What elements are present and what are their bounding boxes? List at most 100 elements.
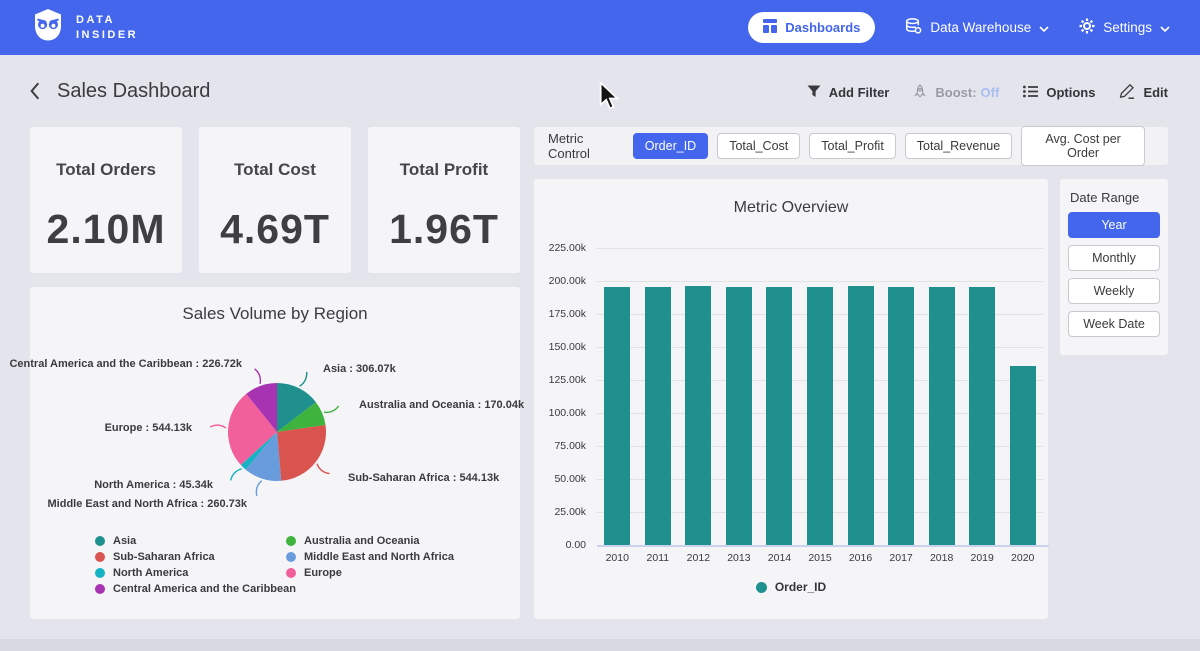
options-button[interactable]: Options	[1023, 85, 1095, 101]
legend-label: Asia	[113, 535, 137, 547]
y-axis-tick: 175.00k	[548, 308, 586, 320]
data-warehouse-label: Data Warehouse	[930, 20, 1032, 35]
legend-dot	[95, 536, 105, 546]
x-axis-tick: 2012	[686, 552, 711, 564]
bar-2016[interactable]	[847, 285, 874, 545]
pie-legend-column-2: Australia and Oceania Middle East and Nor…	[286, 533, 454, 581]
y-axis-tick: 75.00k	[554, 440, 586, 452]
bar-2014[interactable]	[766, 286, 793, 545]
back-button[interactable]	[26, 81, 46, 101]
pie-chart[interactable]	[30, 287, 520, 619]
bar-chart-card: Metric Overview Order_ID 225.00k 200.00k 1…	[534, 179, 1049, 619]
kpi-card-total-profit: Total Profit 1.96T	[368, 127, 520, 273]
bar-2017[interactable]	[888, 286, 915, 545]
date-range-monthly-button[interactable]: Monthly	[1068, 245, 1160, 271]
brand-line2: INSIDER	[76, 28, 139, 41]
boost-state: Off	[980, 85, 1000, 100]
y-axis-tick: 200.00k	[548, 275, 586, 287]
date-range-weekly-button[interactable]: Weekly	[1068, 278, 1160, 304]
y-axis-tick: 225.00k	[548, 242, 586, 254]
owl-logo-icon	[30, 8, 66, 47]
bar-2011[interactable]	[644, 286, 671, 545]
settings-label: Settings	[1103, 20, 1152, 35]
date-range-week-date-button[interactable]: Week Date	[1068, 311, 1160, 337]
kpi-label: Total Cost	[234, 160, 316, 179]
bar-2018[interactable]	[928, 286, 955, 545]
pie-label-asia: Asia : 306.07k	[323, 363, 396, 375]
kpi-value: 1.96T	[389, 206, 499, 252]
bar-2020[interactable]	[1009, 365, 1036, 545]
bar-2013[interactable]	[725, 286, 752, 545]
pie-label-north-america: North America : 45.34k	[94, 479, 213, 491]
pie-legend-item[interactable]: Asia	[95, 533, 296, 549]
settings-menu[interactable]: Settings	[1079, 18, 1170, 37]
pie-legend-item[interactable]: Sub-Saharan Africa	[95, 549, 296, 565]
bar-chart-title: Metric Overview	[733, 199, 849, 216]
y-axis-tick: 125.00k	[548, 374, 586, 386]
legend-label: North America	[113, 567, 189, 579]
pie-label-central-america-caribbean: Central America and the Caribbean : 226.…	[9, 358, 242, 370]
legend-dot	[286, 552, 296, 562]
boost-label: Boost:	[935, 85, 977, 100]
brand-logo[interactable]: DATA INSIDER	[30, 8, 138, 47]
funnel-icon	[807, 85, 821, 101]
add-filter-button[interactable]: Add Filter	[807, 85, 890, 101]
options-label: Options	[1046, 85, 1096, 100]
boost-toggle[interactable]: Boost: Off	[913, 83, 1000, 102]
edit-button[interactable]: Edit	[1119, 83, 1168, 102]
mouse-cursor	[598, 80, 622, 115]
bar-2010[interactable]	[604, 286, 631, 545]
dashboards-button[interactable]: Dashboards	[748, 12, 876, 43]
kpi-label: Total Profit	[399, 160, 489, 179]
legend-label: Europe	[304, 567, 342, 579]
metric-chip-total-revenue[interactable]: Total_Revenue	[904, 133, 1013, 159]
legend-label: Australia and Oceania	[304, 535, 420, 547]
x-axis-line	[597, 545, 1049, 547]
metric-chip-total-profit[interactable]: Total_Profit	[809, 133, 896, 159]
y-axis-tick: 150.00k	[548, 341, 586, 353]
x-axis-tick: 2018	[929, 552, 954, 564]
data-warehouse-menu[interactable]: Data Warehouse	[905, 17, 1049, 38]
pie-chart-card: Sales Volume by Region Asia : 306.07k Au…	[9, 287, 524, 619]
metric-chip-total-cost[interactable]: Total_Cost	[717, 133, 801, 159]
date-range-label: Date Range	[1070, 190, 1140, 205]
kpi-card-total-cost: Total Cost 4.69T	[199, 127, 351, 273]
rocket-icon	[913, 83, 927, 102]
date-range-card: Date Range Year Monthly Weekly Week Date	[1060, 179, 1168, 355]
legend-label: Middle East and North Africa	[304, 551, 454, 563]
bar-2015[interactable]	[807, 286, 833, 545]
y-axis-tick: 0.00	[565, 539, 586, 551]
pie-legend-item[interactable]: Europe	[286, 565, 454, 581]
metric-chip-order-id[interactable]: Order_ID	[632, 133, 709, 159]
metric-chip-avg-cost-per-order[interactable]: Avg. Cost per Order	[1021, 126, 1145, 166]
kpi-label: Total Orders	[56, 160, 156, 179]
gear-icon	[1079, 18, 1095, 37]
legend-dot	[286, 568, 296, 578]
legend-series-label: Order_ID	[774, 580, 827, 594]
x-axis-tick: 2014	[767, 552, 792, 564]
pie-legend-item[interactable]: Middle East and North Africa	[286, 549, 454, 565]
y-axis-tick: 50.00k	[554, 473, 586, 485]
pie-legend-item[interactable]: Australia and Oceania	[286, 533, 454, 549]
brand-line1: DATA	[76, 13, 115, 26]
bar-2019[interactable]	[969, 286, 996, 545]
date-range-year-button[interactable]: Year	[1068, 212, 1160, 238]
dashboards-label: Dashboards	[785, 20, 861, 35]
dashboards-grid-icon	[763, 19, 778, 36]
chevron-down-icon	[1039, 20, 1049, 35]
footer-strip	[0, 639, 1200, 651]
pie-legend-item[interactable]: North America	[95, 565, 296, 581]
y-axis-tick: 25.00k	[554, 506, 586, 518]
pie-label-australia-oceania: Australia and Oceania : 170.04k	[359, 399, 525, 411]
legend-label: Central America and the Caribbean	[113, 583, 296, 595]
metric-control-label: Metric Control	[548, 131, 590, 161]
add-filter-label: Add Filter	[828, 85, 890, 100]
pie-legend-item[interactable]: Central America and the Caribbean	[95, 581, 296, 597]
x-axis-tick: 2020	[1011, 552, 1035, 564]
legend-label: Sub-Saharan Africa	[113, 551, 215, 563]
kpi-card-total-orders: Total Orders 2.10M	[30, 127, 182, 273]
pie-label-middle-east-north-africa: Middle East and North Africa : 260.73k	[47, 498, 247, 510]
chevron-down-icon	[1160, 20, 1170, 35]
legend-dot	[95, 552, 105, 562]
bar-2012[interactable]	[685, 285, 712, 545]
